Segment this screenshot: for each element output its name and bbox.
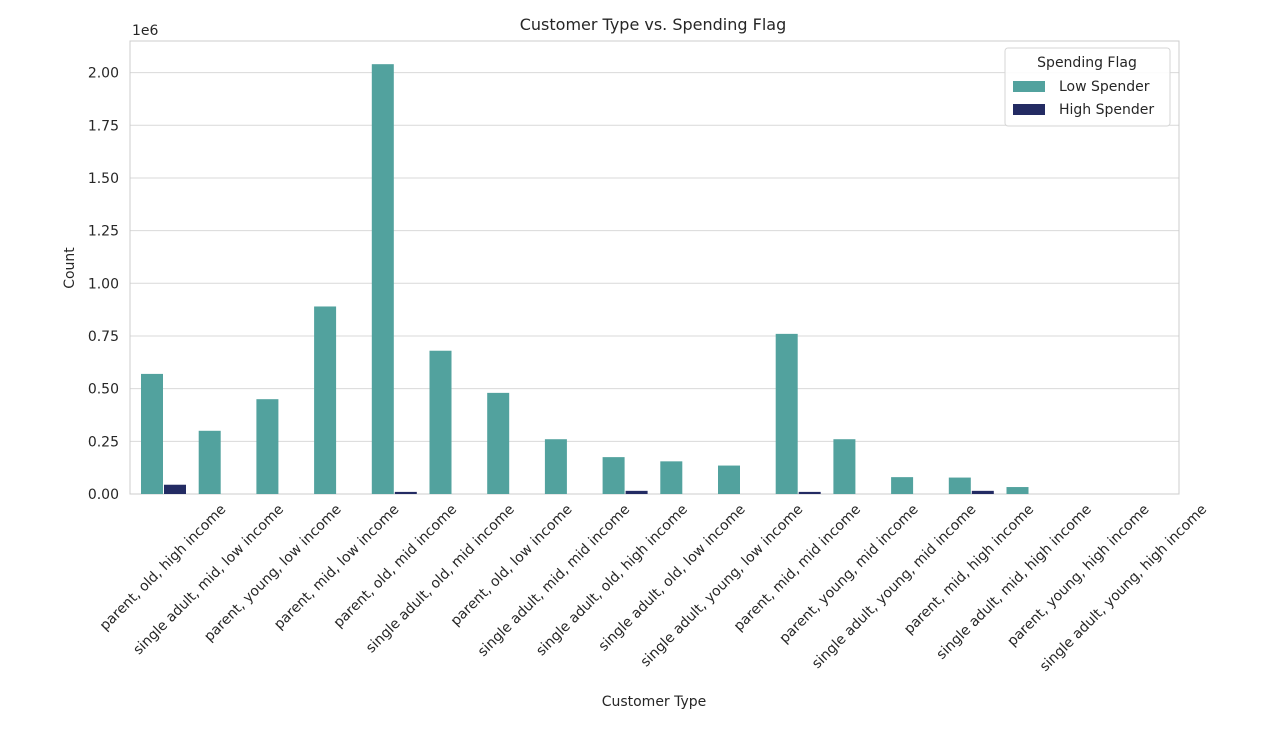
legend: Spending Flag Low Spender High Spender [1004, 47, 1171, 127]
legend-box [1004, 47, 1171, 127]
bar-high-spender [798, 491, 821, 494]
bar-low-spender [314, 306, 337, 494]
plot-frame [129, 40, 1180, 495]
bar-low-spender [718, 465, 740, 494]
y-tick-label: 0.00 [88, 487, 119, 503]
bar-low-spender [833, 439, 856, 494]
bar-low-spender [198, 430, 221, 494]
y-tick-label: 0.25 [88, 434, 119, 450]
bar-low-spender [602, 457, 625, 494]
bar-low-spender [1006, 487, 1029, 494]
bar-low-spender [948, 477, 971, 494]
bar-low-spender [544, 439, 567, 494]
y-tick-labels: 0.00 0.25 0.50 0.75 1.00 1.25 1.50 1.75 2.00 [88, 66, 119, 503]
legend-swatch-low-spender [1013, 81, 1045, 92]
chart-title: Customer Type vs. Spending Flag [520, 15, 787, 34]
x-tick-label: parent, old, low income [448, 502, 576, 630]
x-axis-label: Customer Type [602, 694, 707, 710]
bar-low-spender [891, 477, 914, 494]
bar-high-spender [971, 490, 994, 494]
y-offset-label: 1e6 [132, 23, 159, 39]
bar-high-spender [625, 490, 648, 494]
y-tick-label: 0.75 [88, 329, 119, 345]
bars [141, 64, 1029, 494]
bar-high-spender [164, 484, 186, 494]
bar-low-spender [371, 64, 394, 494]
bar-low-spender [487, 392, 510, 494]
bar-low-spender [429, 350, 452, 494]
y-axis-label: Count [62, 247, 78, 289]
legend-label-low-spender: Low Spender [1059, 79, 1150, 95]
y-tick-label: 2.00 [88, 66, 119, 82]
legend-label-high-spender: High Spender [1059, 102, 1154, 118]
legend-swatch-high-spender [1013, 104, 1045, 115]
bar-low-spender [141, 373, 163, 494]
y-tick-label: 1.50 [88, 171, 119, 187]
y-tick-label: 0.50 [88, 382, 119, 398]
y-tick-label: 1.75 [88, 118, 119, 134]
y-tick-label: 1.00 [88, 276, 119, 292]
bar-low-spender [660, 461, 683, 494]
y-tick-label: 1.25 [88, 224, 119, 240]
bar-low-spender [775, 333, 798, 494]
bar-high-spender [394, 491, 417, 494]
bar-low-spender [256, 399, 279, 494]
gridlines [130, 72, 1179, 495]
legend-title: Spending Flag [1037, 55, 1137, 71]
